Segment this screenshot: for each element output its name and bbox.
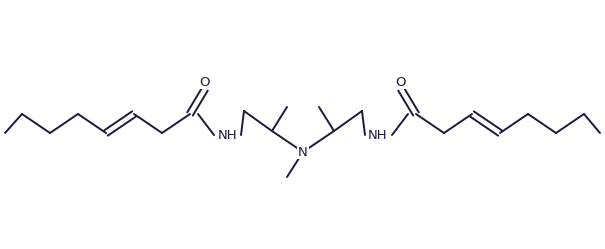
Text: NH: NH bbox=[368, 128, 388, 141]
Text: O: O bbox=[200, 75, 211, 88]
Text: N: N bbox=[298, 145, 308, 159]
Text: NH: NH bbox=[218, 128, 238, 141]
Text: O: O bbox=[396, 75, 406, 88]
